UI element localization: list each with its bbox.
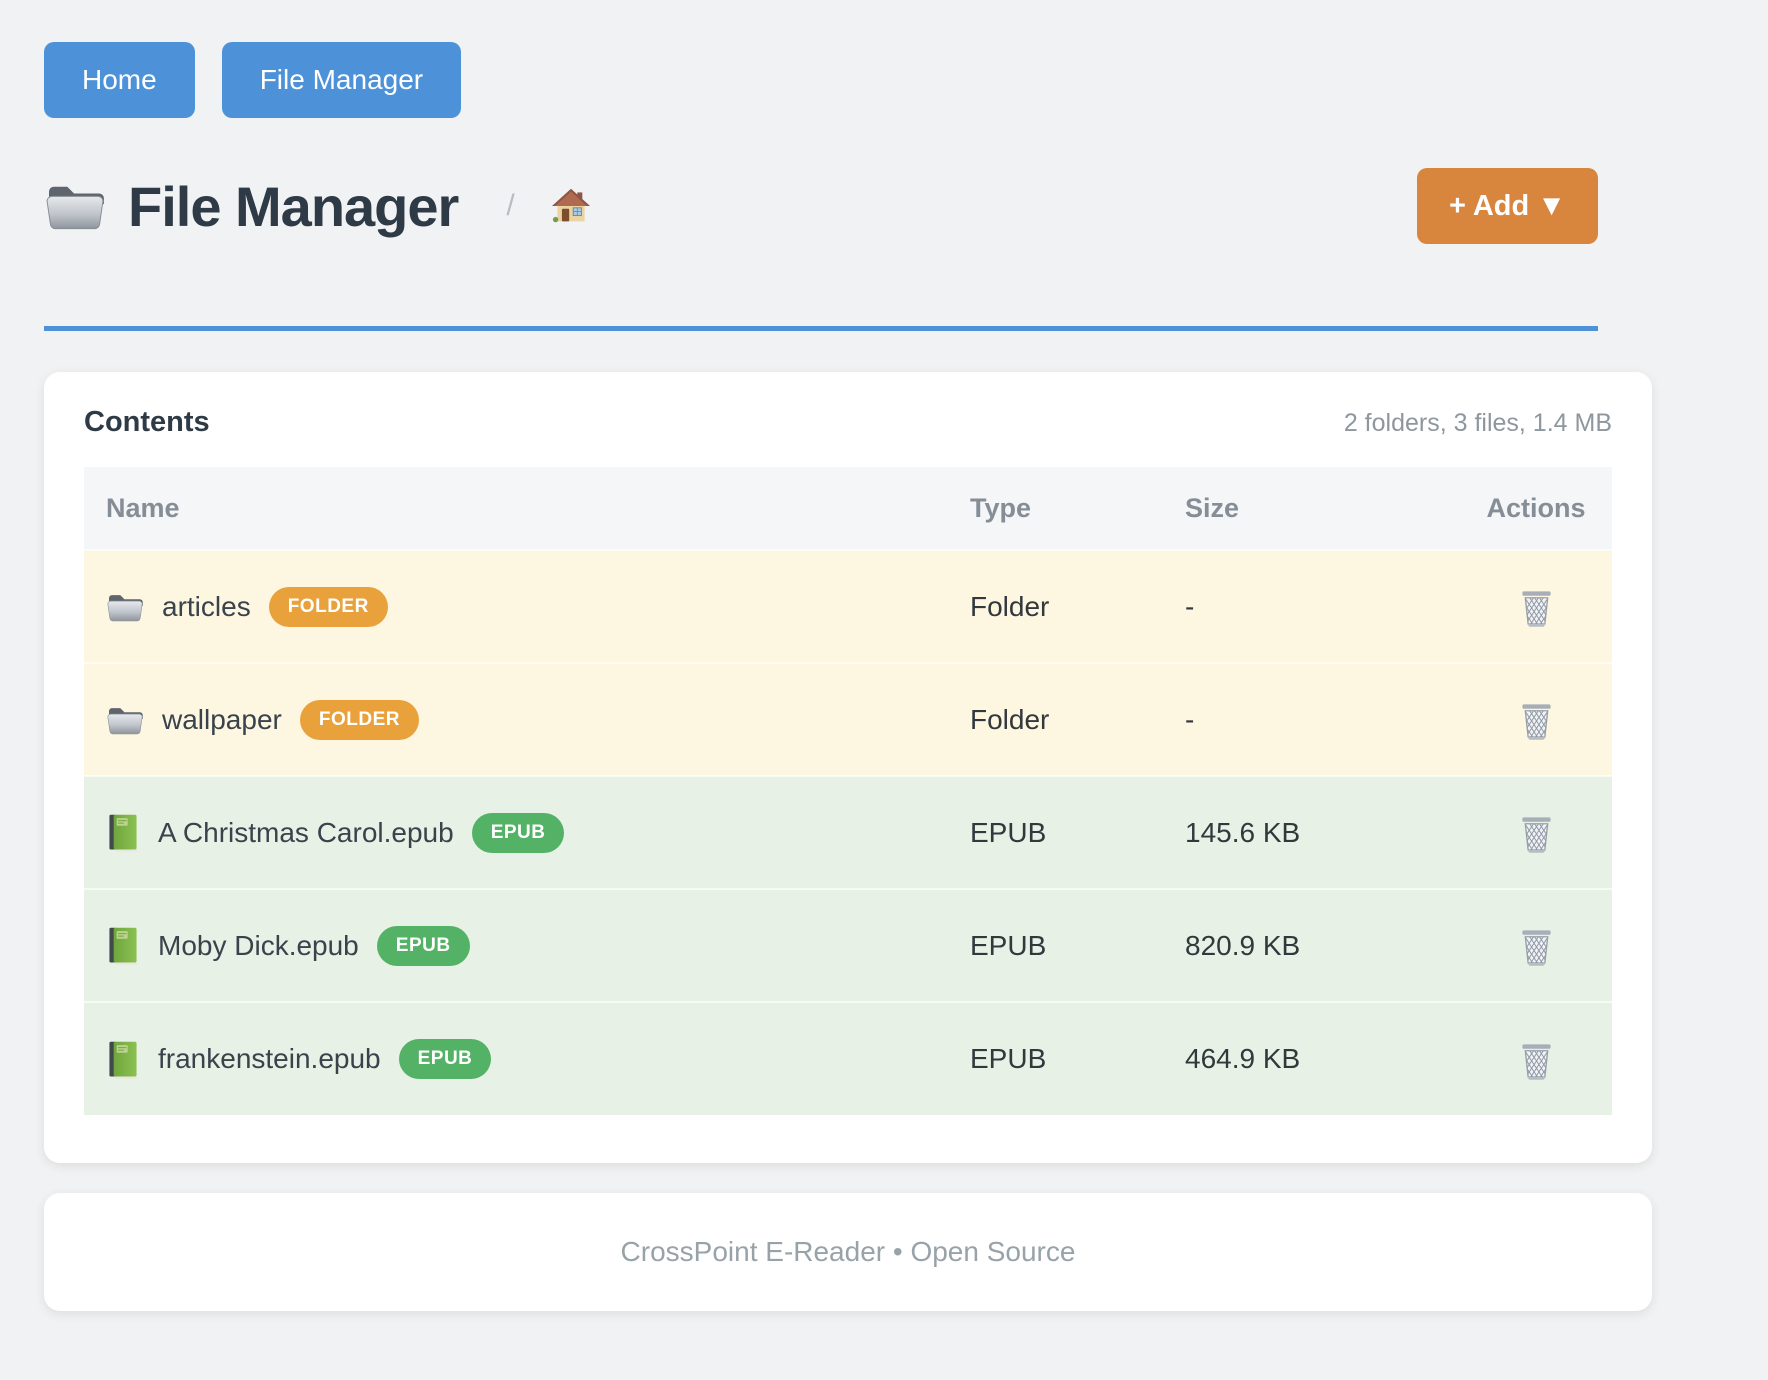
entry-type-badge: FOLDER <box>268 586 388 627</box>
entry-type: EPUB <box>970 776 1185 889</box>
entry-type-badge: EPUB <box>376 925 470 966</box>
column-header-size: Size <box>1185 467 1460 550</box>
trash-icon[interactable] <box>1515 582 1558 631</box>
entry-size: 820.9 KB <box>1185 889 1460 1002</box>
column-header-name: Name <box>84 467 970 550</box>
breadcrumb-separator: / <box>506 189 515 222</box>
entry-size: 145.6 KB <box>1185 776 1460 889</box>
page-header: File Manager / + Add ▼ <box>44 168 1598 244</box>
entry-name[interactable]: A Christmas Carol.epub <box>158 816 454 848</box>
entry-name[interactable]: articles <box>162 590 251 622</box>
green-book-icon <box>106 1040 140 1079</box>
home-button[interactable]: Home <box>44 42 195 118</box>
entry-type-badge: EPUB <box>398 1039 492 1079</box>
table-row[interactable]: frankenstein.epub EPUB EPUB 464.9 KB <box>84 1002 1612 1115</box>
entry-type: EPUB <box>970 1002 1185 1115</box>
green-book-icon <box>106 926 140 965</box>
green-book-icon <box>106 813 140 852</box>
contents-summary: 2 folders, 3 files, 1.4 MB <box>1343 409 1612 437</box>
contents-card: Contents 2 folders, 3 files, 1.4 MB Name… <box>44 372 1652 1163</box>
entry-size: 464.9 KB <box>1185 1002 1460 1115</box>
home-icon[interactable] <box>551 187 591 225</box>
folder-icon <box>106 591 144 623</box>
title-divider <box>44 326 1598 331</box>
top-nav: Home File Manager <box>44 42 462 118</box>
add-button[interactable]: + Add ▼ <box>1416 168 1598 244</box>
trash-icon[interactable] <box>1515 1035 1558 1084</box>
table-row[interactable]: articles FOLDER Folder - <box>84 550 1612 663</box>
contents-heading: Contents <box>84 406 210 438</box>
entry-type: Folder <box>970 550 1185 663</box>
folder-icon <box>44 180 106 232</box>
file-manager-button[interactable]: File Manager <box>221 42 462 118</box>
entry-size: - <box>1185 663 1460 776</box>
column-header-type: Type <box>970 467 1185 550</box>
entry-type: Folder <box>970 663 1185 776</box>
title-group: File Manager / <box>44 174 591 239</box>
trash-icon[interactable] <box>1515 695 1558 744</box>
page-title: File Manager <box>128 174 459 238</box>
table-row[interactable]: Moby Dick.epub EPUB EPUB 820.9 KB <box>84 889 1612 1002</box>
entry-name[interactable]: wallpaper <box>162 703 282 735</box>
entry-name[interactable]: frankenstein.epub <box>158 1043 381 1074</box>
trash-icon[interactable] <box>1515 808 1558 857</box>
footer-text: CrossPoint E-Reader • Open Source <box>620 1236 1076 1267</box>
entry-type: EPUB <box>970 889 1185 1002</box>
entry-size: - <box>1185 550 1460 663</box>
folder-icon <box>106 704 144 736</box>
entry-type-badge: FOLDER <box>299 699 419 740</box>
table-body: articles FOLDER Folder - wallpaper FOLDE… <box>84 550 1612 1115</box>
contents-card-header: Contents 2 folders, 3 files, 1.4 MB <box>84 406 1612 439</box>
trash-icon[interactable] <box>1515 921 1558 970</box>
table-header-row: Name Type Size Actions <box>84 467 1612 550</box>
table-row[interactable]: wallpaper FOLDER Folder - <box>84 663 1612 776</box>
footer-card: CrossPoint E-Reader • Open Source <box>44 1193 1652 1311</box>
column-header-actions: Actions <box>1460 467 1612 550</box>
entry-name[interactable]: Moby Dick.epub <box>158 929 359 961</box>
entry-type-badge: EPUB <box>471 812 565 853</box>
table-row[interactable]: A Christmas Carol.epub EPUB EPUB 145.6 K… <box>84 776 1612 889</box>
contents-table: Name Type Size Actions articles FOLDER F… <box>84 467 1612 1115</box>
